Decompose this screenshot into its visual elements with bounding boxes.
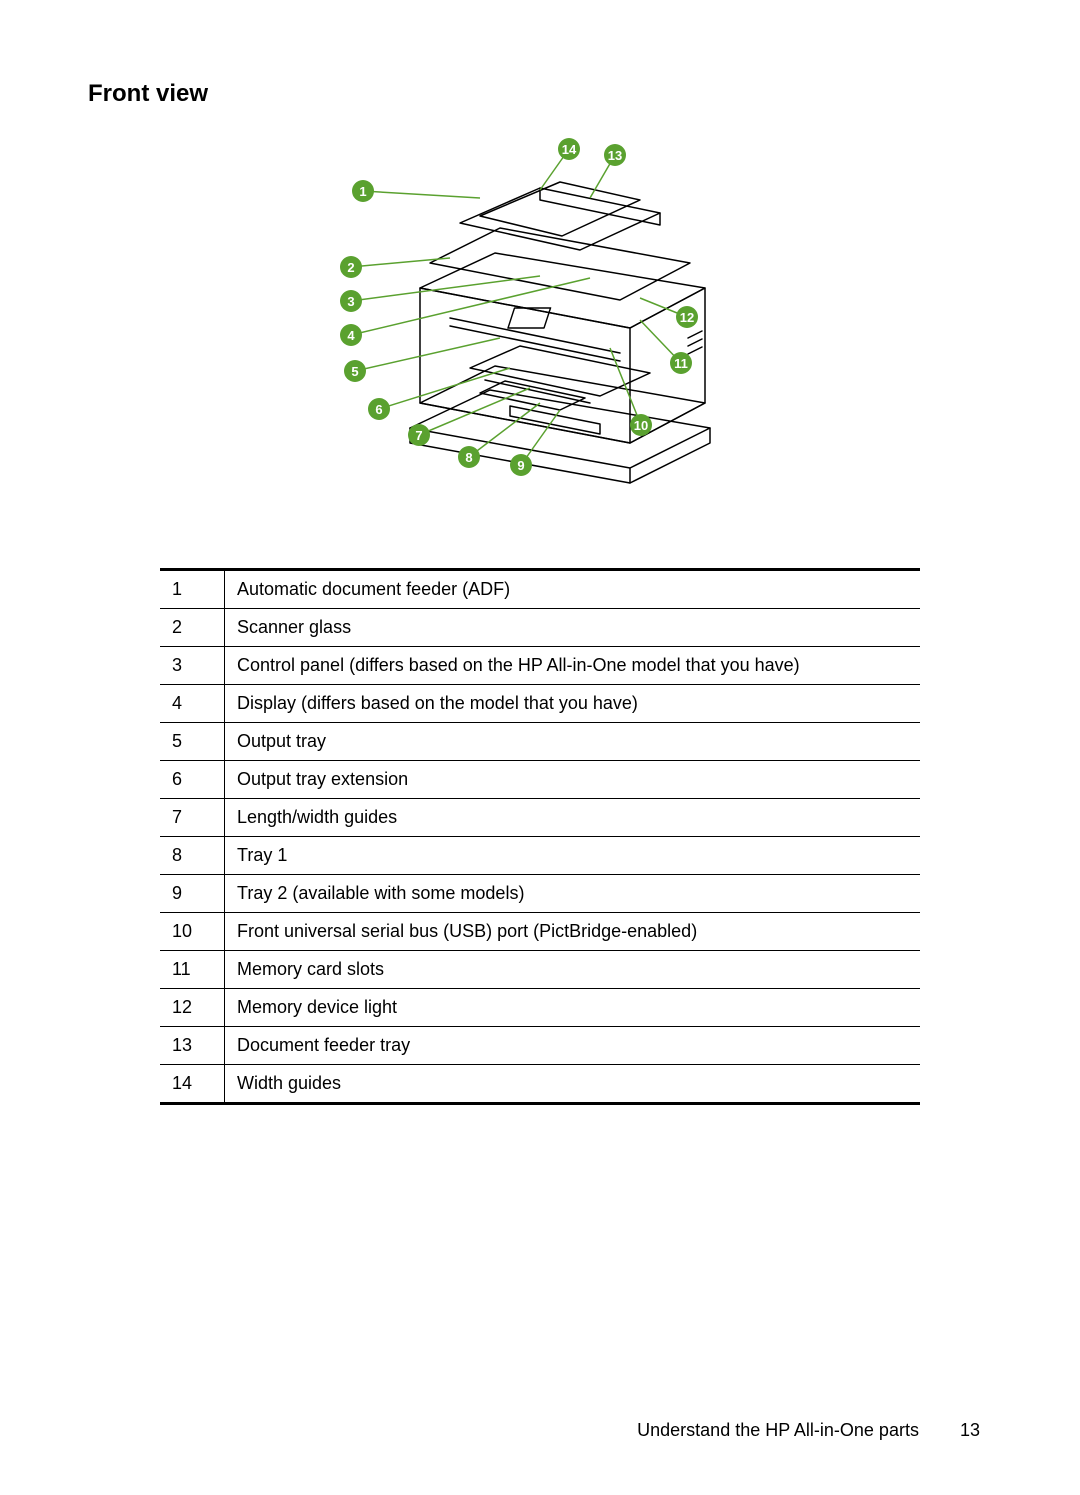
table-row: 12Memory device light — [160, 989, 920, 1027]
table-row: 13Document feeder tray — [160, 1027, 920, 1065]
part-number: 13 — [160, 1027, 225, 1065]
part-number: 5 — [160, 723, 225, 761]
table-row: 14Width guides — [160, 1065, 920, 1104]
callout-10: 10 — [630, 414, 652, 436]
part-description: Length/width guides — [225, 799, 921, 837]
callout-2: 2 — [340, 256, 362, 278]
page-footer: Understand the HP All-in-One parts 13 — [637, 1420, 980, 1441]
section-heading: Front view — [88, 80, 992, 108]
part-description: Output tray — [225, 723, 921, 761]
part-description: Automatic document feeder (ADF) — [225, 570, 921, 609]
part-description: Tray 1 — [225, 837, 921, 875]
part-number: 12 — [160, 989, 225, 1027]
footer-text: Understand the HP All-in-One parts — [637, 1420, 919, 1440]
table-row: 11Memory card slots — [160, 951, 920, 989]
part-number: 11 — [160, 951, 225, 989]
diagram-container: 1234567891011121314 — [88, 138, 992, 518]
callout-12: 12 — [676, 306, 698, 328]
table-row: 5Output tray — [160, 723, 920, 761]
part-number: 1 — [160, 570, 225, 609]
part-number: 9 — [160, 875, 225, 913]
callout-13: 13 — [604, 144, 626, 166]
table-row: 4Display (differs based on the model tha… — [160, 685, 920, 723]
table-row: 2Scanner glass — [160, 609, 920, 647]
callout-14: 14 — [558, 138, 580, 160]
page-number: 13 — [960, 1420, 980, 1441]
part-description: Display (differs based on the model that… — [225, 685, 921, 723]
callout-6: 6 — [368, 398, 390, 420]
part-number: 8 — [160, 837, 225, 875]
callout-4: 4 — [340, 324, 362, 346]
part-number: 2 — [160, 609, 225, 647]
part-description: Memory card slots — [225, 951, 921, 989]
table-row: 7Length/width guides — [160, 799, 920, 837]
table-row: 10Front universal serial bus (USB) port … — [160, 913, 920, 951]
part-description: Document feeder tray — [225, 1027, 921, 1065]
callout-5: 5 — [344, 360, 366, 382]
callout-7: 7 — [408, 424, 430, 446]
printer-lineart — [390, 168, 730, 488]
part-description: Output tray extension — [225, 761, 921, 799]
callout-1: 1 — [352, 180, 374, 202]
part-description: Memory device light — [225, 989, 921, 1027]
part-description: Control panel (differs based on the HP A… — [225, 647, 921, 685]
part-number: 3 — [160, 647, 225, 685]
printer-diagram: 1234567891011121314 — [310, 138, 770, 518]
part-number: 14 — [160, 1065, 225, 1104]
callout-3: 3 — [340, 290, 362, 312]
part-number: 4 — [160, 685, 225, 723]
part-number: 7 — [160, 799, 225, 837]
part-description: Scanner glass — [225, 609, 921, 647]
table-row: 6Output tray extension — [160, 761, 920, 799]
part-description: Tray 2 (available with some models) — [225, 875, 921, 913]
part-number: 10 — [160, 913, 225, 951]
part-number: 6 — [160, 761, 225, 799]
table-row: 3Control panel (differs based on the HP … — [160, 647, 920, 685]
callout-11: 11 — [670, 352, 692, 374]
callout-9: 9 — [510, 454, 532, 476]
table-row: 1Automatic document feeder (ADF) — [160, 570, 920, 609]
callout-8: 8 — [458, 446, 480, 468]
table-row: 8Tray 1 — [160, 837, 920, 875]
table-row: 9Tray 2 (available with some models) — [160, 875, 920, 913]
manual-page: Front view — [0, 0, 1080, 1495]
part-description: Width guides — [225, 1065, 921, 1104]
parts-table: 1Automatic document feeder (ADF)2Scanner… — [160, 568, 920, 1105]
part-description: Front universal serial bus (USB) port (P… — [225, 913, 921, 951]
